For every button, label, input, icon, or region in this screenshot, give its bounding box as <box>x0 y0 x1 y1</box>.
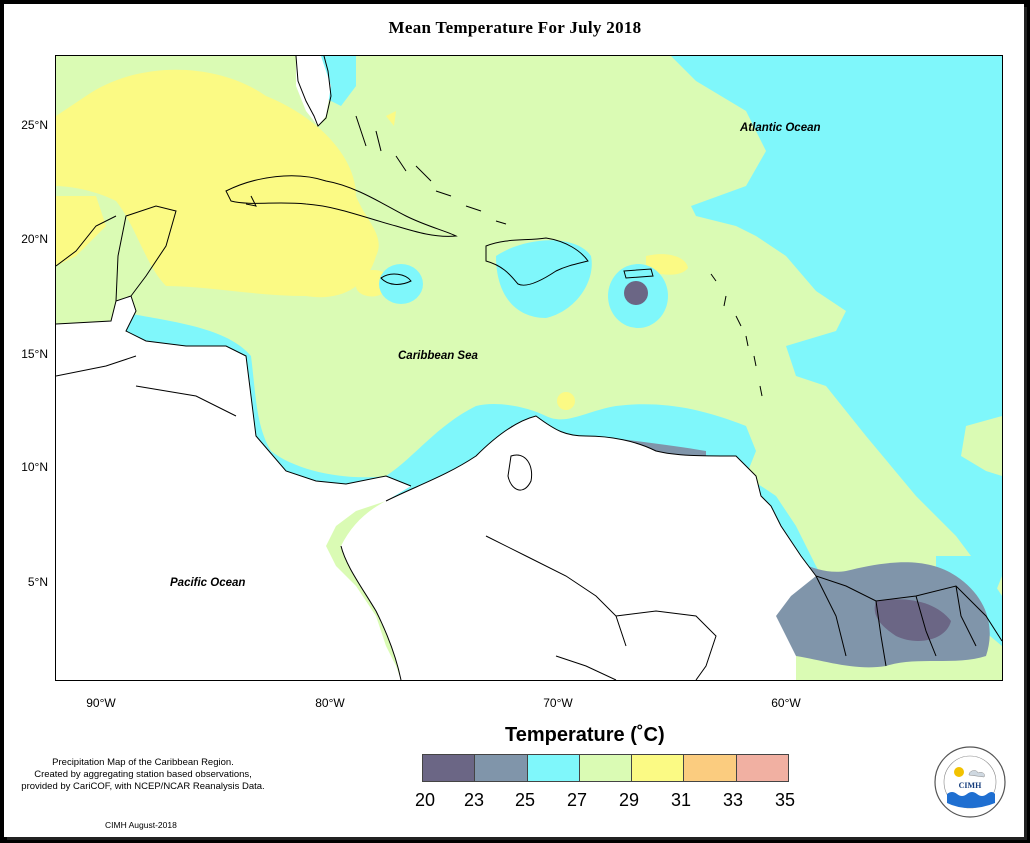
legend-swatch <box>736 755 788 781</box>
legend-title: Temperature (˚C) <box>505 724 665 746</box>
legend-tick: 23 <box>463 790 485 810</box>
legend-swatch <box>423 755 476 781</box>
sun-icon <box>954 767 964 777</box>
label-pacific-ocean: Pacific Ocean <box>170 577 245 589</box>
source-note-line: provided by CariCOF, with NCEP/NCAR Rean… <box>21 781 265 792</box>
zone-25-27-hispaniola <box>496 240 592 318</box>
cimh-logo: CIMH <box>934 746 1006 818</box>
zone-29-31-yucatan <box>56 196 106 266</box>
lat-tick-20n: 20°N <box>21 232 48 246</box>
land-florida <box>296 56 331 126</box>
zone-27-29-east <box>961 416 1002 476</box>
map-title: Mean Temperature For July 2018 <box>388 18 642 37</box>
lat-tick-25n: 25°N <box>21 118 48 132</box>
legend-colorbar <box>422 754 789 782</box>
zone-29-31-gulf <box>56 69 379 298</box>
source-note: Precipitation Map of the Caribbean Regio… <box>8 757 278 793</box>
legend-tick: 29 <box>618 790 640 810</box>
legend-tick: 20 <box>414 790 436 810</box>
logo-text: CIMH <box>959 781 982 790</box>
legend-swatch <box>632 755 685 781</box>
lon-tick-80w: 80°W <box>315 696 345 710</box>
legend-tick: 33 <box>722 790 744 810</box>
zone-29-31-pr <box>646 254 688 275</box>
lat-tick-5n: 5°N <box>27 575 48 589</box>
cloud-icon <box>968 770 985 778</box>
map-panel: Atlantic Ocean Caribbean Sea Pacific Oce… <box>55 55 1003 681</box>
lon-tick-90w: 90°W <box>86 696 116 710</box>
zone-20-23-guianas <box>874 599 951 641</box>
legend-swatch <box>684 755 737 781</box>
zone-20-23-pr <box>624 281 648 305</box>
zone-29-31-bahamas <box>386 111 396 126</box>
zone-25-27-atlantic <box>671 56 1002 616</box>
credit-text: CIMH August-2018 <box>105 820 177 830</box>
legend-swatch <box>579 755 633 781</box>
legend-tick: 25 <box>514 790 536 810</box>
source-note-line: Precipitation Map of the Caribbean Regio… <box>52 757 234 768</box>
temperature-map: Atlantic Ocean Caribbean Sea Pacific Oce… <box>56 56 1002 680</box>
lat-tick-15n: 15°N <box>21 347 48 361</box>
lon-tick-70w: 70°W <box>543 696 573 710</box>
land-central-america <box>56 296 411 680</box>
legend-swatch <box>475 755 528 781</box>
legend-tick: 35 <box>774 790 796 810</box>
label-atlantic-ocean: Atlantic Ocean <box>739 122 821 134</box>
source-note-line: Created by aggregating station based obs… <box>34 769 252 780</box>
coastlines <box>56 56 1002 680</box>
label-caribbean-sea: Caribbean Sea <box>398 350 478 362</box>
zone-29-31-abc <box>557 392 575 410</box>
legend-tick: 31 <box>670 790 692 810</box>
land-south-america <box>341 416 816 680</box>
lat-tick-10n: 10°N <box>21 460 48 474</box>
lon-tick-60w: 60°W <box>771 696 801 710</box>
wave-icon <box>947 792 995 808</box>
legend-swatch <box>527 755 580 781</box>
legend-tick: 27 <box>566 790 588 810</box>
